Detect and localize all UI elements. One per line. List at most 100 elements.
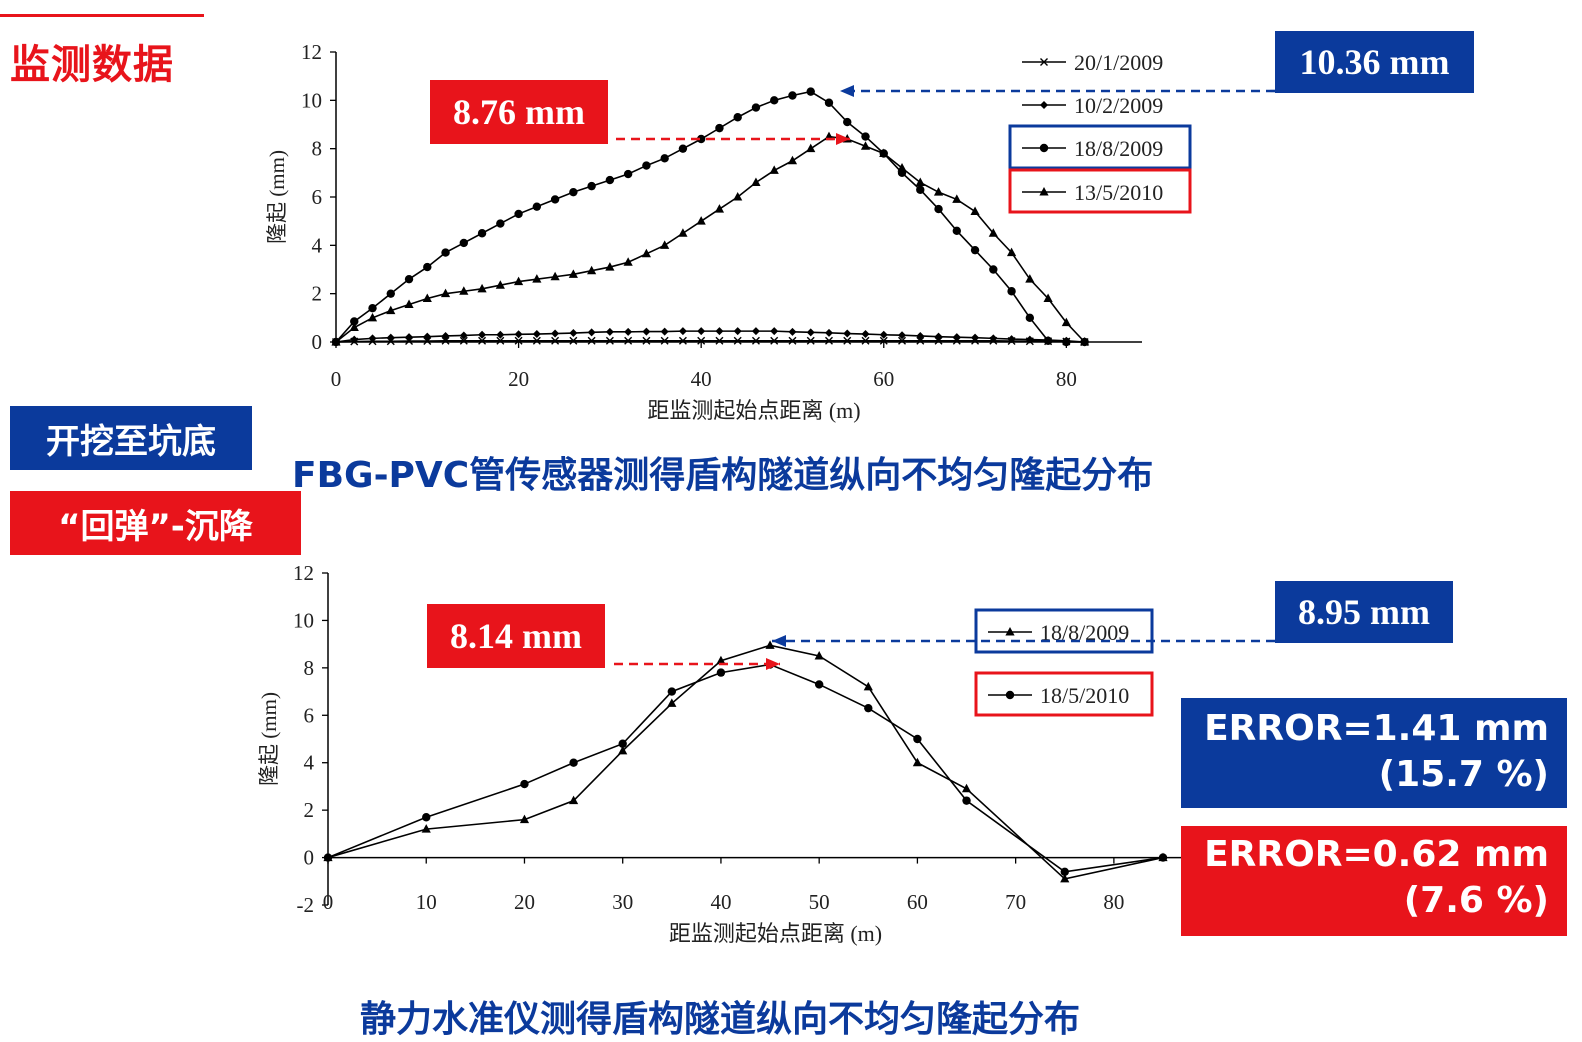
y-tick-label: 12	[293, 561, 314, 585]
y-axis-label: 隆起 (mm)	[257, 692, 281, 786]
data-point	[496, 219, 505, 228]
y-tick-label: 0	[304, 846, 315, 870]
data-point	[568, 795, 579, 805]
data-point	[934, 336, 943, 345]
data-point	[934, 332, 943, 341]
y-tick-label: 4	[304, 751, 315, 775]
legend-label: 18/8/2009	[1040, 620, 1129, 645]
data-point	[961, 783, 972, 793]
callout-top-blue: 10.36 mm	[1275, 31, 1474, 93]
data-point	[618, 739, 627, 748]
data-point	[715, 336, 724, 345]
x-tick-label: 0	[323, 890, 334, 914]
data-point	[368, 334, 377, 343]
data-point	[770, 336, 779, 345]
y-tick-label: 8	[312, 137, 323, 161]
error-red-line1: ERROR=0.62 mm	[1204, 834, 1549, 875]
data-point	[459, 331, 468, 340]
rebound-tag: “回弹”-沉降	[10, 491, 301, 555]
data-point	[386, 305, 396, 315]
legend-label: 10/2/2009	[1074, 93, 1163, 118]
data-point	[715, 123, 724, 133]
data-point	[641, 248, 651, 258]
data-point	[678, 144, 688, 153]
error-blue-line2: (15.7 %)	[1378, 754, 1549, 795]
data-point	[551, 329, 560, 338]
data-point	[623, 169, 633, 179]
data-point	[1060, 873, 1070, 883]
data-point	[642, 327, 651, 336]
data-point	[733, 336, 742, 345]
error-box-red: ERROR=0.62 mm (7.6 %)	[1181, 826, 1567, 936]
caption-bottom: 静力水准仪测得盾构隧道纵向不均匀隆起分布	[360, 999, 1081, 1040]
data-point	[824, 336, 833, 345]
data-point	[806, 328, 815, 337]
legend-label: 20/1/2009	[1074, 50, 1163, 75]
x-tick-label: 30	[612, 890, 633, 914]
x-tick-label: 60	[907, 890, 928, 914]
data-point	[696, 134, 706, 144]
data-point	[988, 228, 998, 237]
data-point	[863, 681, 873, 691]
data-point	[496, 330, 505, 339]
data-point	[824, 98, 834, 107]
data-point	[550, 195, 560, 204]
data-point	[971, 333, 980, 342]
data-point	[733, 113, 742, 122]
data-point	[532, 274, 542, 283]
data-point	[806, 143, 816, 153]
data-point	[587, 336, 596, 345]
data-point	[514, 330, 523, 339]
data-point	[532, 330, 541, 339]
data-point	[788, 336, 797, 345]
y-tick-label: 2	[312, 282, 323, 306]
legend-label: 18/5/2010	[1040, 683, 1129, 708]
data-point	[532, 336, 541, 345]
data-point	[864, 703, 873, 713]
data-point	[1043, 293, 1053, 302]
x-tick-label: 40	[710, 890, 731, 914]
data-point	[495, 280, 505, 289]
y-tick-label: 0	[312, 330, 323, 354]
chart-bottom: -2 0 2 4 6 8 10 12 0 10 20 30 40 50 60 70 80 距监测起始点距离 (m)…	[257, 561, 1193, 946]
data-point	[715, 327, 724, 336]
callout-arrows	[614, 85, 1275, 670]
data-point	[386, 289, 395, 298]
data-point	[323, 853, 333, 862]
data-point	[605, 175, 615, 185]
data-point	[350, 335, 359, 344]
data-point	[422, 813, 431, 822]
legend-label: 13/5/2010	[1074, 180, 1163, 205]
data-point	[696, 216, 706, 225]
data-point	[514, 209, 523, 219]
data-point	[1043, 336, 1053, 345]
data-point	[716, 655, 726, 665]
data-point	[989, 265, 998, 274]
data-point	[569, 758, 578, 767]
arrow-top-red-head	[836, 133, 850, 145]
data-point	[667, 698, 677, 707]
data-point	[350, 317, 359, 326]
data-point	[1080, 337, 1090, 346]
y-tick-label: 10	[301, 88, 322, 112]
data-point	[989, 334, 998, 343]
x-tick-label: 10	[416, 890, 437, 914]
data-point	[550, 271, 560, 281]
data-point	[879, 336, 888, 345]
data-point	[952, 333, 961, 342]
data-point	[898, 336, 907, 345]
data-point	[477, 229, 487, 238]
data-point	[843, 336, 852, 345]
data-point	[1025, 335, 1034, 344]
data-point	[898, 331, 907, 340]
callout-top-red: 8.76 mm	[430, 80, 608, 144]
data-point	[405, 333, 414, 342]
data-point	[587, 181, 596, 191]
data-point	[824, 328, 833, 337]
arrow-top-blue-head	[840, 85, 854, 97]
data-point	[916, 185, 925, 194]
callout-bottom-red: 8.14 mm	[427, 604, 605, 668]
y-tick-label: 6	[304, 703, 315, 727]
data-point	[605, 336, 614, 345]
data-point	[642, 161, 651, 170]
